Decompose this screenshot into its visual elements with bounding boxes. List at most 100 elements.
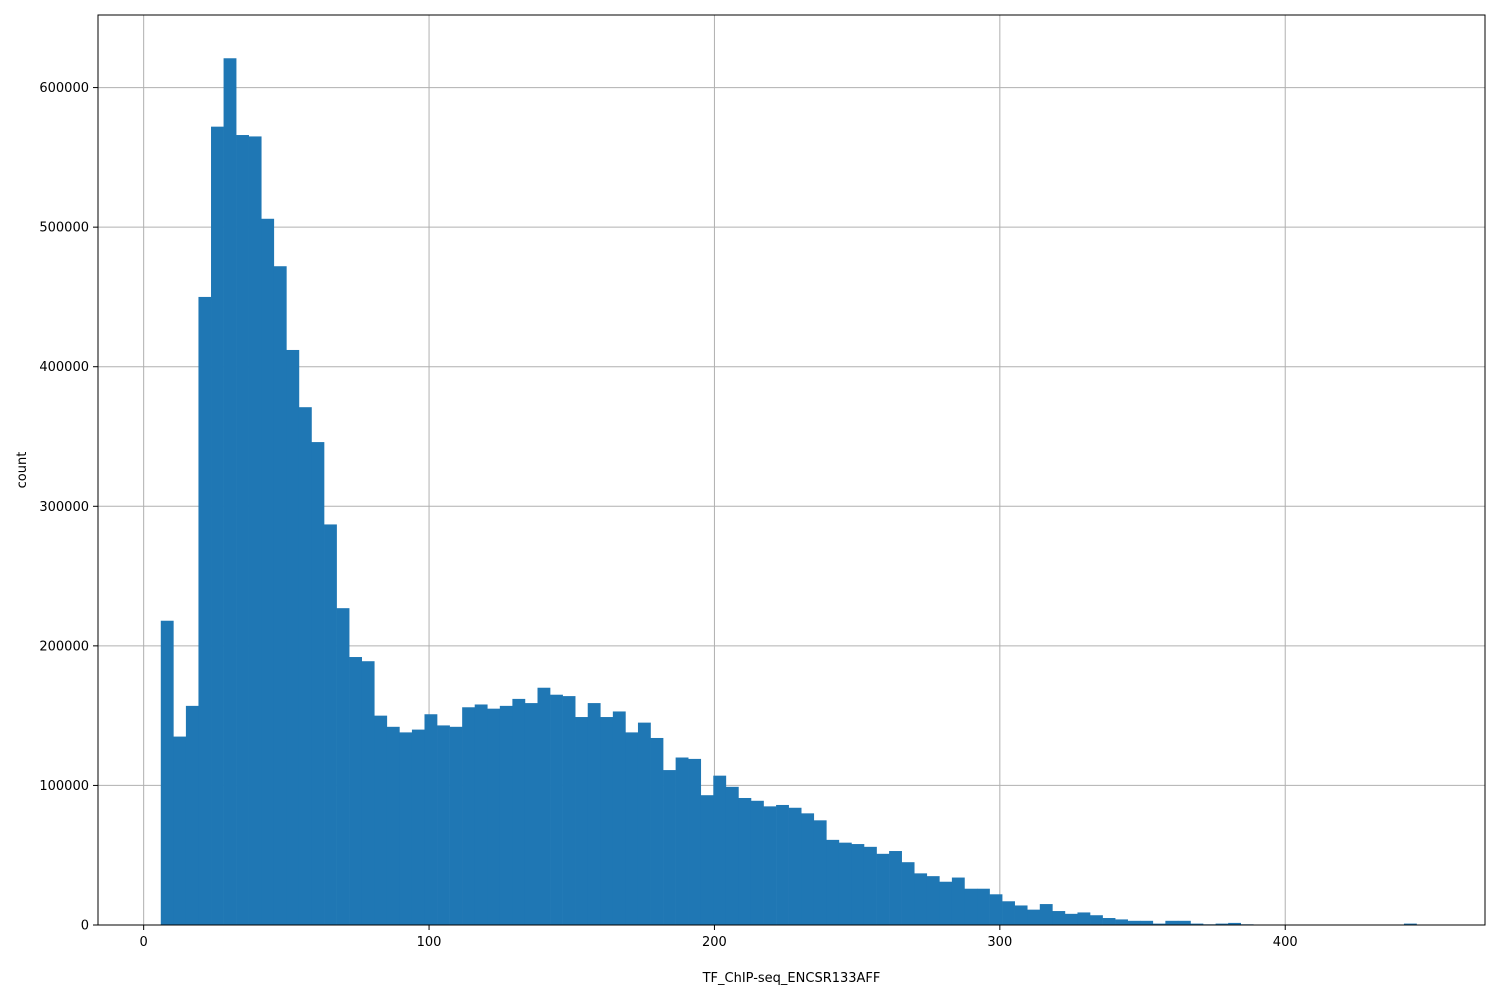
y-tick-label: 100000 (39, 779, 89, 794)
histogram-bar (386, 726, 400, 925)
histogram-bar (374, 715, 388, 925)
histogram-bar (562, 696, 576, 925)
histogram-bar (700, 795, 714, 925)
histogram-bar (1228, 922, 1242, 925)
y-tick-label: 300000 (39, 500, 89, 515)
x-tick-label: 0 (140, 935, 148, 950)
histogram-bar (1190, 923, 1204, 925)
histogram-bar (813, 820, 827, 925)
histogram-bar (788, 807, 802, 925)
histogram-bar (160, 620, 174, 925)
histogram-bar (474, 704, 488, 925)
histogram-bar (198, 296, 212, 926)
histogram-bar (637, 722, 651, 925)
histogram-bar (776, 804, 789, 925)
histogram-bar (524, 703, 538, 925)
histogram-bar (487, 708, 501, 925)
histogram-bar (989, 894, 1003, 925)
histogram-bar (901, 862, 915, 925)
histogram-bar (1027, 909, 1041, 925)
x-axis-ticks: 0 100 200 300 400 (140, 925, 1298, 950)
histogram-bar (1152, 923, 1166, 925)
histogram-bar (801, 813, 815, 925)
histogram-bar (977, 888, 990, 925)
x-tick-label: 200 (702, 935, 727, 950)
histogram-bar (550, 694, 563, 925)
x-tick-label: 100 (417, 935, 442, 950)
histogram-bar (964, 888, 978, 925)
histogram-bar (713, 775, 727, 925)
histogram-bar (1090, 915, 1103, 925)
histogram-bar (1102, 918, 1116, 925)
histogram-bar (826, 839, 840, 925)
histogram-bar (663, 770, 676, 925)
y-tick-label: 0 (81, 919, 89, 934)
histogram-bar (462, 707, 476, 925)
histogram-bar (1064, 913, 1078, 925)
histogram-bar (437, 725, 450, 925)
histogram-bar (625, 732, 639, 925)
histogram-bar (600, 717, 614, 925)
y-tick-label: 600000 (39, 81, 89, 96)
histogram-bar (1127, 920, 1141, 925)
histogram-bar (1403, 923, 1417, 925)
x-tick-label: 300 (987, 935, 1012, 950)
histogram-bar (876, 853, 890, 925)
histogram-bar (1014, 905, 1028, 925)
histogram-bar (411, 729, 425, 925)
histogram-bar (1039, 904, 1053, 925)
histogram-bar (951, 877, 965, 925)
histogram-bar (324, 524, 337, 925)
histogram-bar (1165, 920, 1179, 925)
histogram-bar (750, 800, 764, 925)
y-tick-label: 400000 (39, 360, 89, 375)
histogram-bar (1077, 912, 1091, 925)
histogram-bar (399, 732, 413, 925)
histogram-bar (688, 758, 702, 925)
histogram-bar (1002, 901, 1015, 925)
histogram-bar (361, 661, 375, 925)
histogram-bar (1115, 919, 1128, 925)
histogram-bar (311, 442, 325, 925)
histogram-bar (612, 711, 626, 925)
histogram-bar (838, 842, 852, 925)
histogram-bar (248, 136, 262, 925)
histogram-bars (160, 58, 1455, 926)
histogram-bar (650, 737, 664, 925)
histogram-bar (725, 786, 739, 925)
histogram-bar (914, 873, 928, 925)
histogram-bar (863, 846, 877, 925)
histogram-bar (738, 797, 752, 925)
histogram-bar (261, 218, 275, 925)
histogram-bar (185, 705, 199, 925)
histogram-bar (1215, 923, 1229, 925)
histogram-bar (173, 736, 187, 925)
histogram-bar (926, 876, 940, 925)
x-axis-label: TF_ChIP-seq_ENCSR133AFF (702, 971, 881, 986)
y-axis-label: count (15, 452, 30, 489)
histogram-bar (349, 657, 363, 925)
histogram-bar (211, 126, 224, 926)
histogram-bar (675, 757, 689, 925)
histogram-bar (223, 58, 237, 926)
histogram-bar (336, 608, 350, 925)
histogram-bar (236, 135, 249, 926)
histogram-bar (499, 705, 513, 925)
histogram-bar (851, 844, 865, 925)
plot-frame (97, 14, 1486, 926)
histogram-bar (449, 726, 463, 925)
histogram-bar (1177, 920, 1191, 925)
histogram-bar (587, 703, 601, 925)
x-tick-label: 400 (1273, 935, 1298, 950)
histogram-bar (889, 851, 902, 925)
histogram-bar (273, 266, 287, 925)
histogram-bar (286, 349, 300, 925)
histogram-bar (424, 714, 438, 925)
y-axis-ticks: 0 100000 200000 300000 400000 500000 600000 (39, 81, 98, 934)
histogram-bar (575, 717, 589, 925)
histogram-bar (1052, 911, 1066, 925)
y-tick-label: 500000 (39, 221, 89, 236)
y-tick-label: 200000 (39, 639, 89, 654)
histogram-bar (763, 806, 777, 925)
